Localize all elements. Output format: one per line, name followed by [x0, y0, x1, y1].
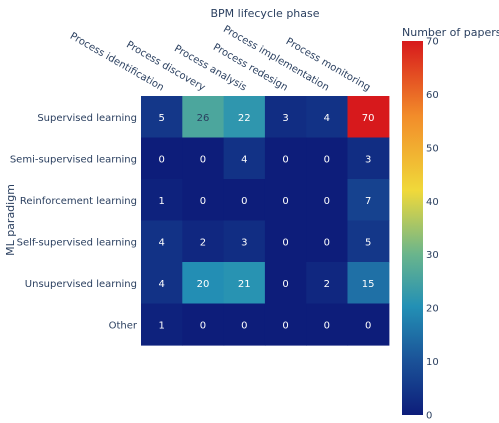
cell-value-label: 0 [282, 196, 288, 207]
cell-value-label: 5 [365, 237, 371, 248]
heatmap-cell [347, 96, 390, 139]
heatmap-cell [223, 303, 266, 346]
cell-value-label: 0 [200, 196, 206, 207]
heatmap-cell [347, 303, 390, 346]
cell-value-label: 3 [282, 113, 288, 124]
heatmap-cell [264, 96, 307, 139]
heatmap-cell [182, 179, 225, 222]
colorbar-tick-label: 10 [426, 357, 439, 368]
cell-value-label: 4 [158, 279, 164, 290]
cell-value-label: 0 [200, 320, 206, 331]
cell-value-label: 0 [365, 320, 371, 331]
y-tick-label: Supervised learning [37, 113, 137, 124]
heatmap-cell [306, 179, 349, 222]
heatmap-cell [306, 220, 349, 263]
y-tick-label: Other [109, 320, 138, 331]
colorbar-tick-label: 30 [426, 250, 439, 261]
cell-value-label: 0 [200, 154, 206, 165]
y-tick-label: Self-supervised learning [17, 237, 137, 248]
heatmap-cell [306, 303, 349, 346]
heatmap-cell [264, 303, 307, 346]
heatmap-cell [223, 137, 266, 180]
heatmap-cell [306, 96, 349, 139]
heatmap-cell [347, 262, 390, 305]
x-tick-label: Process analysis [172, 43, 248, 93]
heatmap-cell [182, 262, 225, 305]
heatmap-cell [223, 262, 266, 305]
cell-value-label: 20 [197, 279, 210, 290]
chart-title: BPM lifecycle phase [210, 7, 319, 20]
heatmap-cell [223, 96, 266, 139]
cell-value-label: 0 [324, 320, 330, 331]
heatmap-cell [141, 303, 183, 346]
cell-value-label: 4 [241, 154, 247, 165]
cell-value-label: 21 [238, 279, 251, 290]
cell-value-label: 5 [158, 113, 164, 124]
y-tick-label: Semi-supervised learning [10, 154, 137, 165]
cell-value-label: 0 [241, 196, 247, 207]
heatmap-cell [264, 179, 307, 222]
heatmap-cell [264, 262, 307, 305]
heatmap-cell [141, 137, 183, 180]
cell-value-label: 0 [324, 154, 330, 165]
cell-value-label: 0 [282, 320, 288, 331]
cell-value-label: 70 [362, 113, 375, 124]
heatmap-cell [347, 220, 390, 263]
heatmap-cell [182, 137, 225, 180]
colorbar-tick-label: 60 [426, 90, 439, 101]
y-tick-label: Reinforcement learning [20, 196, 137, 207]
cell-value-label: 26 [197, 113, 210, 124]
heatmap-cell [347, 179, 390, 222]
heatmap-cell [264, 220, 307, 263]
cell-value-label: 1 [158, 196, 164, 207]
cell-value-label: 2 [324, 279, 330, 290]
heatmap-cell [141, 262, 183, 305]
heatmap-cell [141, 179, 183, 222]
cell-value-label: 0 [324, 237, 330, 248]
colorbar-tick-label: 40 [426, 197, 439, 208]
cell-value-label: 15 [362, 279, 375, 290]
colorbar-ticks: 0 10 20 30 40 50 60 70 [426, 37, 439, 422]
cell-value-label: 2 [200, 237, 206, 248]
colorbar-tick-label: 50 [426, 143, 439, 154]
heatmap-cell [223, 220, 266, 263]
cell-value-label: 4 [158, 237, 164, 248]
cell-value-label: 7 [365, 196, 371, 207]
heatmap-cell [347, 137, 390, 180]
heatmap-cell [141, 96, 183, 139]
cell-value-label: 3 [365, 154, 371, 165]
colorbar-tick-label: 0 [426, 411, 432, 422]
heatmap-cell [182, 96, 225, 139]
cell-value-label: 0 [282, 154, 288, 165]
cell-value-label: 3 [241, 237, 247, 248]
heatmap-cell [223, 179, 266, 222]
heatmap-cell [182, 303, 225, 346]
cell-value-label: 0 [324, 196, 330, 207]
y-axis-title: ML paradigm [4, 184, 17, 256]
colorbar-title: Number of papers [402, 26, 499, 39]
cell-value-label: 0 [241, 320, 247, 331]
colorbar-tick-label: 20 [426, 304, 439, 315]
colorbar [402, 41, 423, 415]
cell-value-label: 0 [158, 154, 164, 165]
cell-value-label: 0 [282, 237, 288, 248]
y-tick-labels: Supervised learning Semi-supervised learn… [10, 113, 138, 332]
heatmap-cells: 5 26 22 3 4 70 0 0 4 0 0 3 1 0 0 0 0 7 4 2 3 0 0 5 4 20 21 0 2 15 1 0 0 0… [141, 96, 390, 346]
heatmap-cell [141, 220, 183, 263]
cell-value-label: 1 [158, 320, 164, 331]
heatmap-cell [264, 137, 307, 180]
heatmap-cell [306, 137, 349, 180]
cell-value-label: 22 [238, 113, 251, 124]
y-tick-label: Unsupervised learning [25, 279, 137, 290]
cell-value-label: 4 [324, 113, 330, 124]
cell-value-label: 0 [282, 279, 288, 290]
colorbar-tick-label: 70 [426, 37, 439, 48]
heatmap-cell [306, 262, 349, 305]
heatmap-cell [182, 220, 225, 263]
